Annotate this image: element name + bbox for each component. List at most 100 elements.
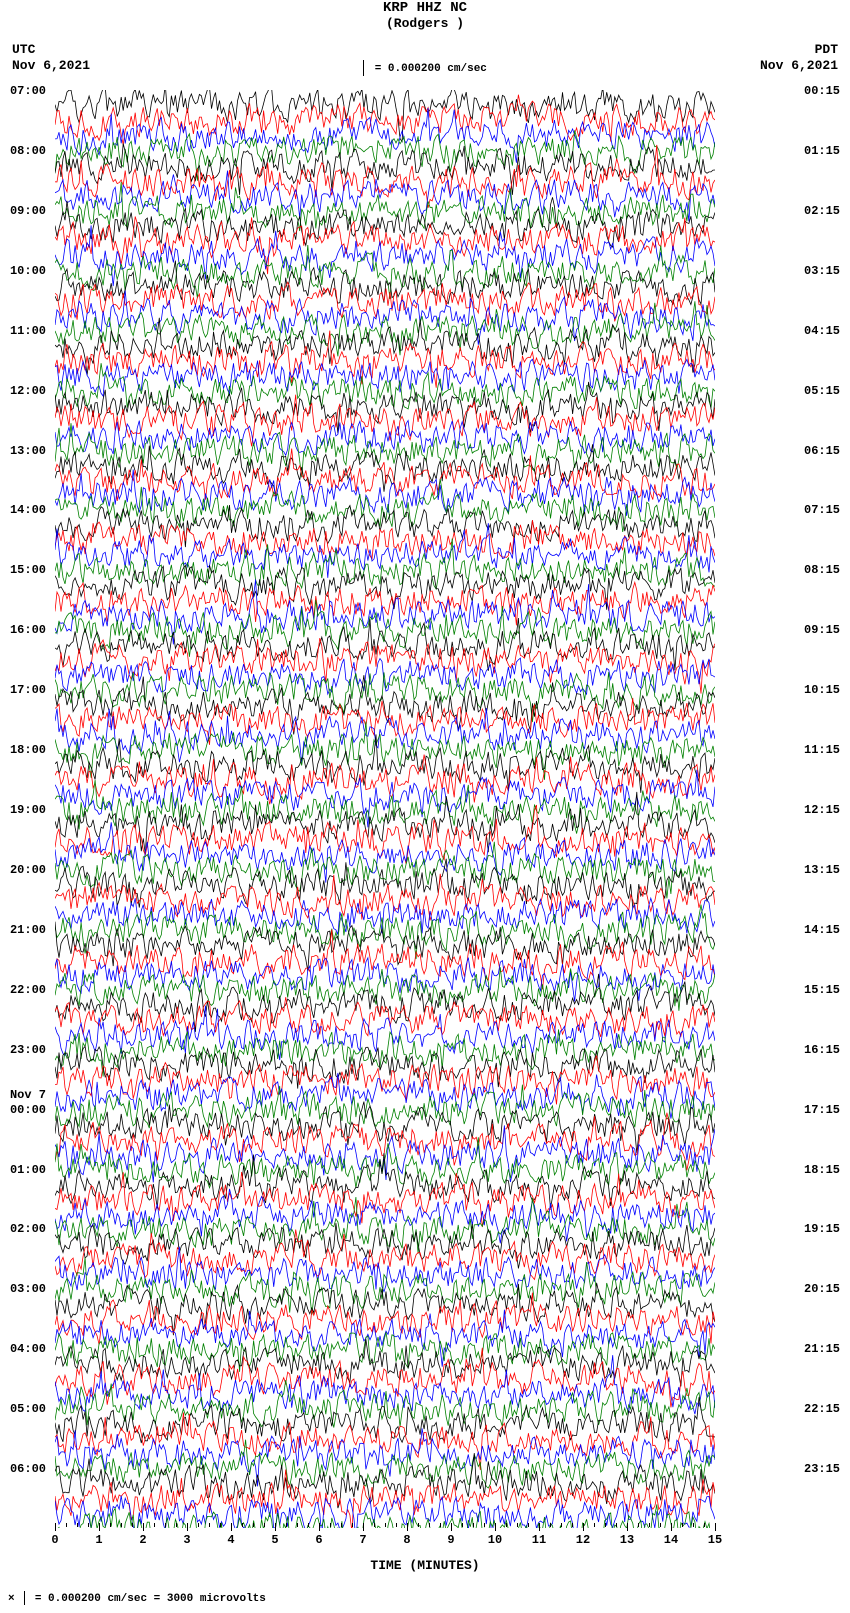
x-tick (583, 1523, 584, 1531)
utc-hour-label: 21:00 (10, 923, 46, 937)
utc-hour-label: 09:00 (10, 204, 46, 218)
x-tick (539, 1523, 540, 1531)
x-tick (407, 1523, 408, 1531)
x-minor-tick (418, 1523, 419, 1527)
minutes-axis: 0123456789101112131415 (55, 1523, 715, 1553)
utc-hour-label: 13:00 (10, 444, 46, 458)
x-minor-tick (660, 1523, 661, 1527)
tz-left-label: UTC (12, 42, 35, 57)
helicorder-plot (55, 90, 715, 1528)
x-tick (363, 1523, 364, 1531)
x-tick-label: 6 (315, 1533, 322, 1547)
utc-hour-label: 06:00 (10, 1462, 46, 1476)
x-tick-label: 5 (271, 1533, 278, 1547)
x-minor-tick (528, 1523, 529, 1527)
x-tick-label: 1 (95, 1533, 102, 1547)
x-tick (495, 1523, 496, 1531)
x-minor-tick (66, 1523, 67, 1527)
utc-date-rollover: Nov 7 (10, 1088, 46, 1102)
pdt-hour-label: 13:15 (804, 863, 840, 877)
x-minor-tick (110, 1523, 111, 1527)
chart-header: KRP HHZ NC (Rodgers ) (0, 0, 850, 31)
x-minor-tick (77, 1523, 78, 1527)
utc-hour-label: 08:00 (10, 144, 46, 158)
utc-hour-label: 10:00 (10, 264, 46, 278)
pdt-hour-label: 23:15 (804, 1462, 840, 1476)
scale-bar-icon (363, 60, 364, 76)
pdt-hour-label: 15:15 (804, 983, 840, 997)
x-tick-label: 7 (359, 1533, 366, 1547)
x-tick-label: 11 (532, 1533, 546, 1547)
utc-hour-label: 04:00 (10, 1342, 46, 1356)
x-minor-tick (253, 1523, 254, 1527)
footer-prefix: × (8, 1593, 15, 1605)
pdt-hour-label: 02:15 (804, 204, 840, 218)
x-minor-tick (330, 1523, 331, 1527)
x-minor-tick (176, 1523, 177, 1527)
x-minor-tick (693, 1523, 694, 1527)
x-minor-tick (616, 1523, 617, 1527)
footer-text: = 0.000200 cm/sec = 3000 microvolts (35, 1593, 266, 1605)
utc-hour-label: 23:00 (10, 1043, 46, 1057)
x-minor-tick (154, 1523, 155, 1527)
footer-bar-icon (24, 1591, 25, 1605)
amplitude-scale: = 0.000200 cm/sec (0, 60, 850, 76)
x-tick-label: 12 (576, 1533, 590, 1547)
utc-hour-label: 01:00 (10, 1163, 46, 1177)
utc-hour-label: 16:00 (10, 623, 46, 637)
pdt-hour-label: 22:15 (804, 1402, 840, 1416)
station-subtitle: (Rodgers ) (0, 16, 850, 31)
utc-hour-label: 14:00 (10, 503, 46, 517)
x-minor-tick (594, 1523, 595, 1527)
pdt-hour-label: 10:15 (804, 683, 840, 697)
x-minor-tick (121, 1523, 122, 1527)
x-minor-tick (198, 1523, 199, 1527)
x-minor-tick (440, 1523, 441, 1527)
x-tick (99, 1523, 100, 1531)
x-tick (627, 1523, 628, 1531)
x-minor-tick (704, 1523, 705, 1527)
utc-time-axis: 07:0008:0009:0010:0011:0012:0013:0014:00… (0, 90, 50, 1528)
x-minor-tick (220, 1523, 221, 1527)
scale-label: = 0.000200 cm/sec (375, 63, 487, 75)
x-minor-tick (165, 1523, 166, 1527)
x-tick (319, 1523, 320, 1531)
pdt-hour-label: 06:15 (804, 444, 840, 458)
x-minor-tick (649, 1523, 650, 1527)
x-minor-tick (396, 1523, 397, 1527)
x-minor-tick (682, 1523, 683, 1527)
x-tick (671, 1523, 672, 1531)
x-tick-label: 13 (620, 1533, 634, 1547)
x-minor-tick (297, 1523, 298, 1527)
x-minor-tick (605, 1523, 606, 1527)
pdt-hour-label: 11:15 (804, 743, 840, 757)
x-minor-tick (550, 1523, 551, 1527)
utc-hour-label: 05:00 (10, 1402, 46, 1416)
x-minor-tick (374, 1523, 375, 1527)
x-minor-tick (484, 1523, 485, 1527)
pdt-time-axis: 00:1501:1502:1503:1504:1505:1506:1507:15… (800, 90, 850, 1528)
x-tick (715, 1523, 716, 1531)
pdt-hour-label: 03:15 (804, 264, 840, 278)
x-minor-tick (286, 1523, 287, 1527)
x-minor-tick (88, 1523, 89, 1527)
x-minor-tick (429, 1523, 430, 1527)
footer-scale: × = 0.000200 cm/sec = 3000 microvolts (8, 1591, 266, 1605)
utc-hour-label: 02:00 (10, 1222, 46, 1236)
pdt-hour-label: 08:15 (804, 563, 840, 577)
x-tick (187, 1523, 188, 1531)
pdt-hour-label: 19:15 (804, 1222, 840, 1236)
pdt-hour-label: 01:15 (804, 144, 840, 158)
utc-hour-label: 17:00 (10, 683, 46, 697)
pdt-hour-label: 17:15 (804, 1103, 840, 1117)
x-tick (275, 1523, 276, 1531)
utc-hour-label: 11:00 (10, 324, 46, 338)
x-tick (451, 1523, 452, 1531)
x-minor-tick (638, 1523, 639, 1527)
x-minor-tick (517, 1523, 518, 1527)
x-minor-tick (473, 1523, 474, 1527)
x-axis-title: TIME (MINUTES) (0, 1558, 850, 1573)
x-tick-label: 10 (488, 1533, 502, 1547)
x-tick (143, 1523, 144, 1531)
x-tick-label: 8 (403, 1533, 410, 1547)
